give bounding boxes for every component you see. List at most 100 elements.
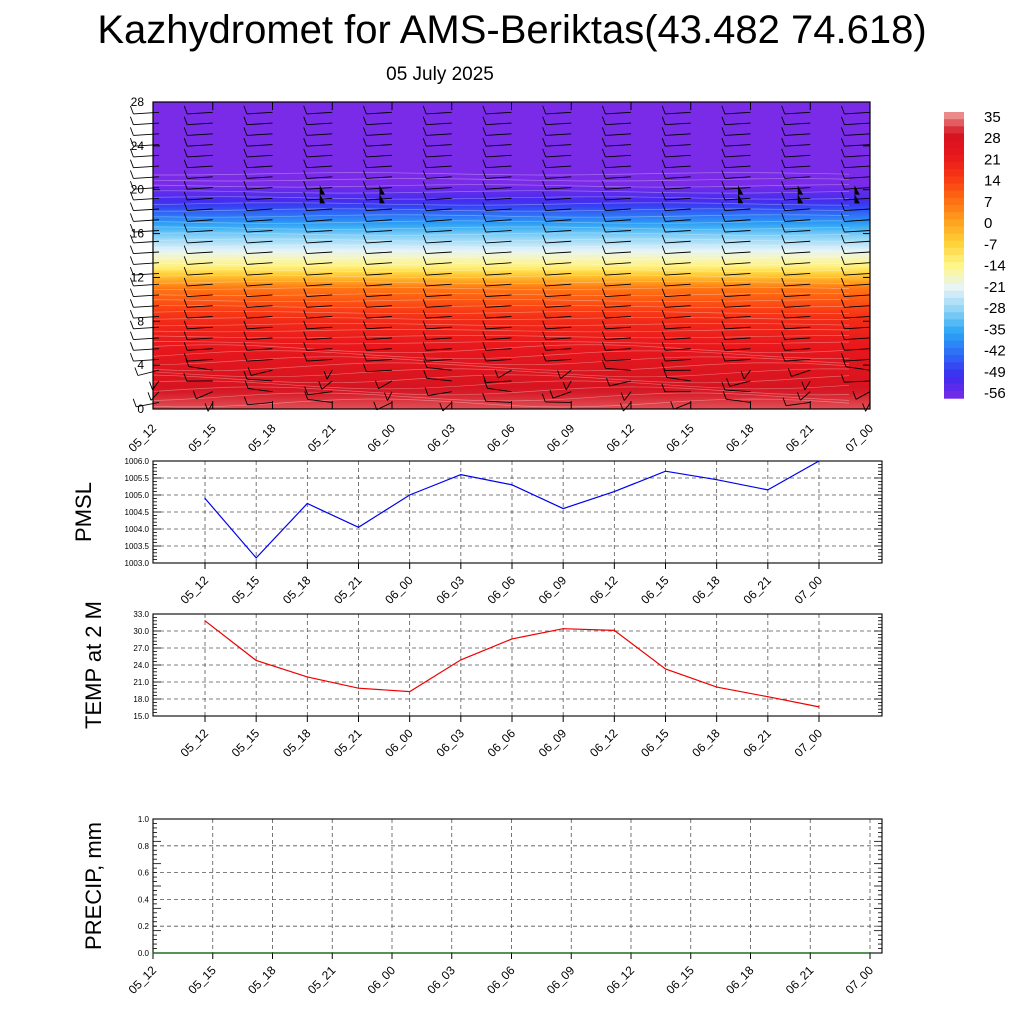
wind-barb [605,251,632,255]
wind-barb [187,337,213,341]
wind-barb-feather [482,170,487,179]
wind-barb [665,197,691,201]
wind-barb-feather [303,256,308,265]
wind-barb-feather [619,402,624,412]
wind-barb-feather [781,202,786,211]
colorbar-band [944,219,964,228]
wind-barb-feather [542,266,547,276]
colorbar-band [944,119,964,127]
wind-pennant [379,185,385,195]
wind-barb [247,401,273,406]
wind-barb-feather [183,352,188,362]
wind-barb-feather [542,127,547,136]
wind-barb-feather [422,181,427,190]
wind-barb [366,369,393,373]
precip-point [749,952,752,954]
wind-barb-feather [721,234,726,244]
wind-barb [426,208,452,212]
colorbar-band [944,383,964,392]
wind-barb [306,133,333,136]
wind-barb [784,219,811,222]
wind-barb-feather [183,181,188,190]
wind-barb [366,294,393,298]
wind-barb-feather [661,331,666,340]
wind-barb [246,326,273,330]
wind-barb-feather [422,277,427,287]
wind-barb [187,122,213,126]
wind-barb-feather [375,380,379,389]
wind-barb-feather [303,213,308,222]
wind-barb-feather [606,377,610,387]
wind-barb [187,358,213,362]
wind-barb [378,380,393,390]
wind-barb [724,294,751,298]
y-tick-label: 21.0 [133,678,149,687]
wind-barb-feather [422,159,427,168]
wind-barb [844,283,871,287]
wind-barb-feather [304,386,309,395]
wind-barb [844,208,871,212]
wind-barb-feather [303,266,308,276]
wind-barb [560,369,572,379]
wind-barb [485,251,512,255]
wind-barb [623,402,632,412]
wind-barb-feather [721,138,726,147]
wind-barb [665,348,691,351]
wind-barb [545,326,572,330]
wind-barb-feather [424,387,429,396]
pmsl-point [460,474,462,476]
wind-barb [133,176,160,179]
wind-barb-feather [670,401,675,410]
wind-barb [545,133,572,136]
wind-barb-feather [482,309,487,319]
wind-barb-feather [601,223,606,233]
pmsl-point [613,491,615,493]
wind-barb-feather [840,320,845,329]
wind-barb-feather [183,288,188,297]
colorbar-band [944,133,964,142]
wind-barb-feather [661,116,666,125]
wind-barb-feather [423,359,428,368]
wind-barb-feather [129,170,134,179]
y-tick-label: 0 [137,402,144,416]
wind-barb [426,358,452,362]
wind-barb [545,401,572,403]
wind-barb [246,358,273,362]
wind-barb-feather [721,105,726,115]
wind-barb [366,187,393,190]
wind-barb [724,326,751,330]
x-tick-label: 05_21 [305,963,339,997]
colorbar-label: 7 [984,194,992,211]
wind-barb-feather [562,381,567,391]
y-tick-label: 0.0 [138,949,150,958]
wind-barb [366,273,393,276]
wind-barb [545,273,572,276]
wind-barb [485,154,512,158]
wind-barb [306,251,333,255]
wind-barb [784,262,811,265]
chart-subtitle: 05 July 2025 [386,64,494,85]
x-tick-label: 06_18 [723,963,757,997]
x-tick-label: 07_00 [792,573,826,607]
wind-barb [545,316,572,319]
wind-barb-feather [781,352,786,362]
wind-barb-feather [542,213,547,222]
wind-barb-feather [482,223,487,233]
wind-barb-feather [362,105,367,115]
y-tick-label: 1006.0 [125,457,150,466]
wind-barb-feather [243,277,248,287]
wind-barb-feather [840,213,845,222]
wind-barb [306,187,333,190]
wind-barb [426,262,452,265]
wind-barb-feather [721,381,726,391]
wind-barb-feather [422,223,427,233]
wind-barb [485,273,512,276]
wind-barb-feather [243,331,248,340]
wind-barb [605,283,632,287]
wind-barb [366,197,393,201]
wind-barb [545,240,572,244]
wind-barb [485,305,512,308]
temp-2m-point [562,628,564,630]
wind-barb-feather [840,266,845,276]
wind-barb [784,240,811,244]
